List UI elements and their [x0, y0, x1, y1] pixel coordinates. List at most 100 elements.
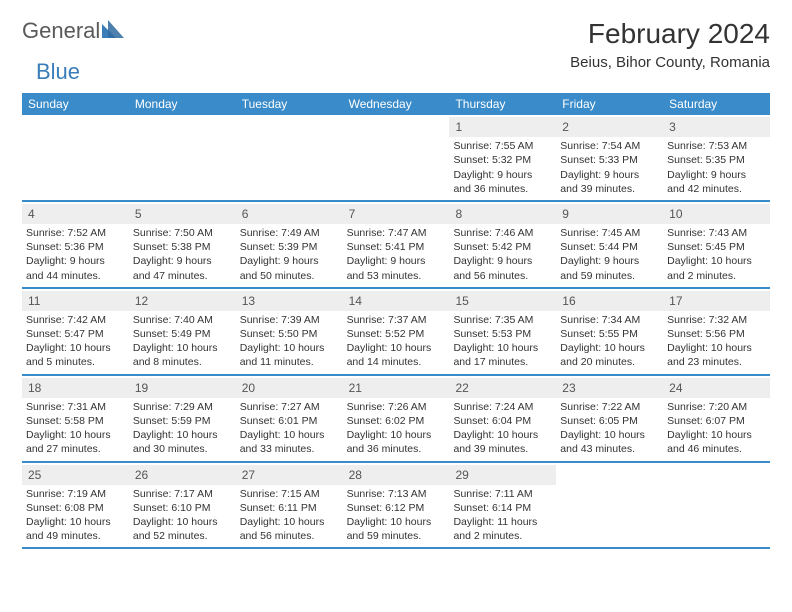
- sunset-text: Sunset: 5:52 PM: [347, 327, 446, 341]
- sunset-text: Sunset: 6:10 PM: [133, 501, 232, 515]
- day-cell: 3Sunrise: 7:53 AMSunset: 5:35 PMDaylight…: [663, 115, 770, 200]
- sunset-text: Sunset: 5:45 PM: [667, 240, 766, 254]
- day-cell: [663, 463, 770, 548]
- daylight-text: Daylight: 9 hours and 56 minutes.: [453, 254, 552, 282]
- day-cell: 2Sunrise: 7:54 AMSunset: 5:33 PMDaylight…: [556, 115, 663, 200]
- day-cell: 12Sunrise: 7:40 AMSunset: 5:49 PMDayligh…: [129, 289, 236, 374]
- logo-word1: General: [22, 18, 100, 44]
- day-cell: 1Sunrise: 7:55 AMSunset: 5:32 PMDaylight…: [449, 115, 556, 200]
- sunset-text: Sunset: 5:41 PM: [347, 240, 446, 254]
- daylight-text: Daylight: 11 hours and 2 minutes.: [453, 515, 552, 543]
- day-cell: 25Sunrise: 7:19 AMSunset: 6:08 PMDayligh…: [22, 463, 129, 548]
- sunrise-text: Sunrise: 7:34 AM: [560, 313, 659, 327]
- sunset-text: Sunset: 5:36 PM: [26, 240, 125, 254]
- sunrise-text: Sunrise: 7:19 AM: [26, 487, 125, 501]
- sunset-text: Sunset: 6:07 PM: [667, 414, 766, 428]
- daylight-text: Daylight: 10 hours and 17 minutes.: [453, 341, 552, 369]
- daylight-text: Daylight: 9 hours and 50 minutes.: [240, 254, 339, 282]
- sunrise-text: Sunrise: 7:45 AM: [560, 226, 659, 240]
- sunrise-text: Sunrise: 7:17 AM: [133, 487, 232, 501]
- sunset-text: Sunset: 6:14 PM: [453, 501, 552, 515]
- sunrise-text: Sunrise: 7:49 AM: [240, 226, 339, 240]
- sunrise-text: Sunrise: 7:26 AM: [347, 400, 446, 414]
- sunrise-text: Sunrise: 7:47 AM: [347, 226, 446, 240]
- daylight-text: Daylight: 10 hours and 27 minutes.: [26, 428, 125, 456]
- day-number: 5: [129, 204, 236, 224]
- sunset-text: Sunset: 5:33 PM: [560, 153, 659, 167]
- sunrise-text: Sunrise: 7:46 AM: [453, 226, 552, 240]
- day-cell: 23Sunrise: 7:22 AMSunset: 6:05 PMDayligh…: [556, 376, 663, 461]
- day-cell: 14Sunrise: 7:37 AMSunset: 5:52 PMDayligh…: [343, 289, 450, 374]
- day-number: 28: [343, 465, 450, 485]
- col-tuesday: Tuesday: [236, 93, 343, 115]
- day-number: 11: [22, 291, 129, 311]
- day-cell: 16Sunrise: 7:34 AMSunset: 5:55 PMDayligh…: [556, 289, 663, 374]
- day-cell: 18Sunrise: 7:31 AMSunset: 5:58 PMDayligh…: [22, 376, 129, 461]
- day-cell: 17Sunrise: 7:32 AMSunset: 5:56 PMDayligh…: [663, 289, 770, 374]
- day-number: 22: [449, 378, 556, 398]
- calendar-body: 1Sunrise: 7:55 AMSunset: 5:32 PMDaylight…: [22, 115, 770, 549]
- daylight-text: Daylight: 9 hours and 42 minutes.: [667, 168, 766, 196]
- col-sunday: Sunday: [22, 93, 129, 115]
- daylight-text: Daylight: 10 hours and 23 minutes.: [667, 341, 766, 369]
- day-number: 27: [236, 465, 343, 485]
- day-number: 16: [556, 291, 663, 311]
- day-number: 3: [663, 117, 770, 137]
- calendar: Sunday Monday Tuesday Wednesday Thursday…: [22, 93, 770, 549]
- sunrise-text: Sunrise: 7:52 AM: [26, 226, 125, 240]
- day-cell: [343, 115, 450, 200]
- day-number: 1: [449, 117, 556, 137]
- day-cell: 22 Sunrise: 7:24 AMSunset: 6:04 PMDayligh…: [449, 376, 556, 461]
- sunset-text: Sunset: 5:47 PM: [26, 327, 125, 341]
- day-number: 19: [129, 378, 236, 398]
- daylight-text: Daylight: 10 hours and 8 minutes.: [133, 341, 232, 369]
- daylight-text: Daylight: 10 hours and 46 minutes.: [667, 428, 766, 456]
- sunrise-text: Sunrise: 7:54 AM: [560, 139, 659, 153]
- daylight-text: Daylight: 9 hours and 53 minutes.: [347, 254, 446, 282]
- sunrise-text: Sunrise: 7:11 AM: [453, 487, 552, 501]
- day-number: 24: [663, 378, 770, 398]
- sunset-text: Sunset: 5:44 PM: [560, 240, 659, 254]
- day-cell: [22, 115, 129, 200]
- sunrise-text: Sunrise: 7:13 AM: [347, 487, 446, 501]
- daylight-text: Daylight: 10 hours and 39 minutes.: [453, 428, 552, 456]
- week-row: 25Sunrise: 7:19 AMSunset: 6:08 PMDayligh…: [22, 463, 770, 550]
- daylight-text: Daylight: 10 hours and 33 minutes.: [240, 428, 339, 456]
- sunrise-text: Sunrise: 7:15 AM: [240, 487, 339, 501]
- day-cell: 11Sunrise: 7:42 AMSunset: 5:47 PMDayligh…: [22, 289, 129, 374]
- day-cell: 20Sunrise: 7:27 AMSunset: 6:01 PMDayligh…: [236, 376, 343, 461]
- day-number: 17: [663, 291, 770, 311]
- sunrise-text: Sunrise: 7:53 AM: [667, 139, 766, 153]
- sunrise-text: Sunrise: 7:32 AM: [667, 313, 766, 327]
- daylight-text: Daylight: 10 hours and 11 minutes.: [240, 341, 339, 369]
- day-number: 4: [22, 204, 129, 224]
- day-number: 7: [343, 204, 450, 224]
- sunset-text: Sunset: 6:04 PM: [453, 414, 552, 428]
- sunset-text: Sunset: 5:55 PM: [560, 327, 659, 341]
- day-cell: [556, 463, 663, 548]
- day-cell: [236, 115, 343, 200]
- sunset-text: Sunset: 6:05 PM: [560, 414, 659, 428]
- sunrise-text: Sunrise: 7:50 AM: [133, 226, 232, 240]
- day-cell: 15Sunrise: 7:35 AMSunset: 5:53 PMDayligh…: [449, 289, 556, 374]
- day-cell: 13Sunrise: 7:39 AMSunset: 5:50 PMDayligh…: [236, 289, 343, 374]
- sunrise-text: Sunrise: 7:22 AM: [560, 400, 659, 414]
- daylight-text: Daylight: 10 hours and 30 minutes.: [133, 428, 232, 456]
- sunrise-text: Sunrise: 7:20 AM: [667, 400, 766, 414]
- daylight-text: Daylight: 10 hours and 56 minutes.: [240, 515, 339, 543]
- day-cell: 6Sunrise: 7:49 AMSunset: 5:39 PMDaylight…: [236, 202, 343, 287]
- sunrise-text: Sunrise: 7:35 AM: [453, 313, 552, 327]
- sunset-text: Sunset: 6:01 PM: [240, 414, 339, 428]
- sunrise-text: Sunrise: 7:43 AM: [667, 226, 766, 240]
- week-row: 1Sunrise: 7:55 AMSunset: 5:32 PMDaylight…: [22, 115, 770, 202]
- daylight-text: Daylight: 10 hours and 52 minutes.: [133, 515, 232, 543]
- week-row: 4 Sunrise: 7:52 AMSunset: 5:36 PM Daylight…: [22, 202, 770, 289]
- day-cell: 21Sunrise: 7:26 AMSunset: 6:02 PMDayligh…: [343, 376, 450, 461]
- day-number: 29: [449, 465, 556, 485]
- sunrise-text: Sunrise: 7:37 AM: [347, 313, 446, 327]
- sunrise-text: Sunrise: 7:24 AM: [453, 400, 552, 414]
- sunset-text: Sunset: 5:59 PM: [133, 414, 232, 428]
- sunset-text: Sunset: 5:50 PM: [240, 327, 339, 341]
- day-cell: 5Sunrise: 7:50 AMSunset: 5:38 PMDaylight…: [129, 202, 236, 287]
- sunset-text: Sunset: 6:12 PM: [347, 501, 446, 515]
